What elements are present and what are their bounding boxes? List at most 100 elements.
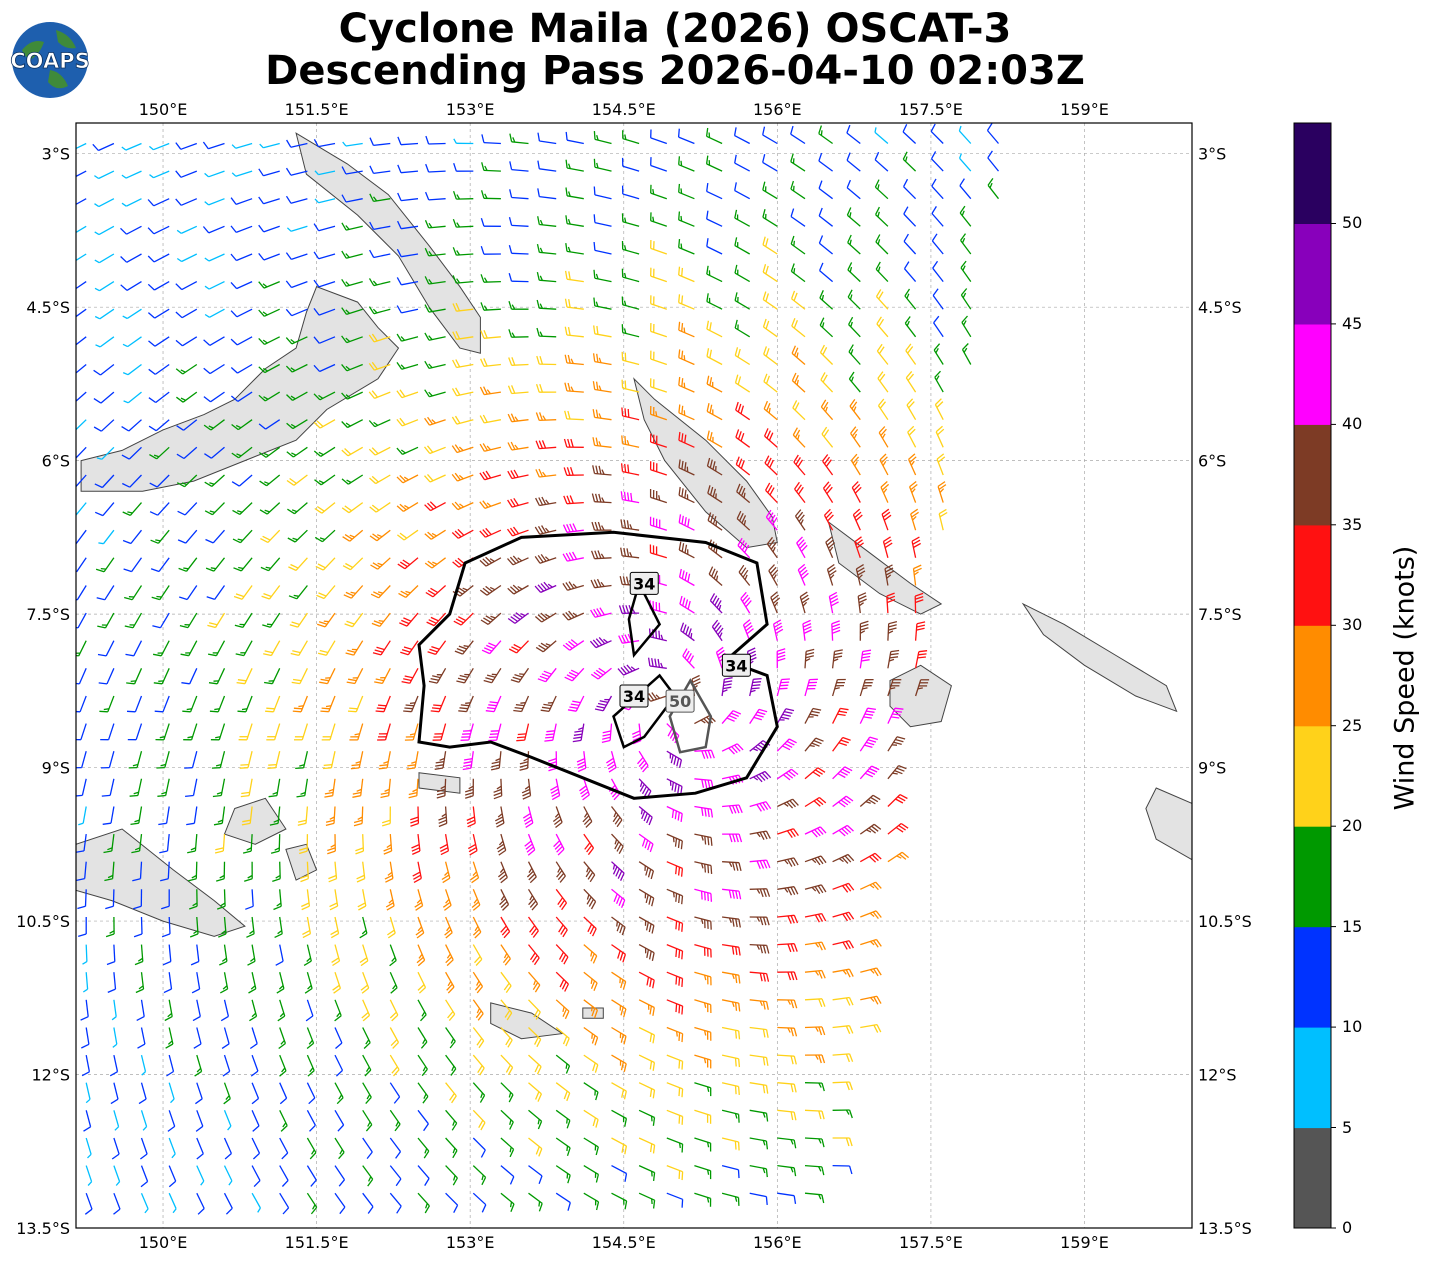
wind-barb xyxy=(593,297,612,310)
wind-barb xyxy=(124,585,143,601)
wind-barb xyxy=(507,413,529,423)
wind-barb xyxy=(880,481,890,503)
wind-barb xyxy=(396,362,419,370)
wind-barb xyxy=(481,134,501,145)
wind-barb xyxy=(851,481,862,503)
wind-barb xyxy=(650,184,668,200)
wind-barb xyxy=(565,159,584,172)
wind-barb xyxy=(537,188,557,200)
wind-barb xyxy=(230,225,253,234)
wind-barb xyxy=(804,678,818,697)
wind-barb xyxy=(451,387,474,397)
wind-barb xyxy=(263,640,281,657)
wind-barb xyxy=(182,695,198,713)
wind-barb xyxy=(147,308,170,319)
wind-barb xyxy=(797,563,809,586)
wind-barb xyxy=(239,751,253,769)
wind-barb xyxy=(123,391,142,404)
wind-barb xyxy=(231,142,253,149)
colorbar-tick-label: 25 xyxy=(1342,715,1363,735)
wind-barb xyxy=(565,215,584,227)
wind-barb xyxy=(396,502,419,512)
wind-barb xyxy=(149,474,170,488)
wind-barb xyxy=(258,336,280,345)
wind-barb xyxy=(734,264,751,283)
wind-barb xyxy=(424,529,446,540)
wind-barb xyxy=(452,247,474,256)
wind-barb xyxy=(734,319,751,338)
wind-barb xyxy=(770,591,781,614)
wind-barb xyxy=(289,612,308,628)
wind-barb xyxy=(936,453,946,476)
wind-barb xyxy=(369,193,391,203)
wind-barb xyxy=(772,619,784,641)
wind-barb xyxy=(452,331,474,340)
wind-barb xyxy=(509,161,529,172)
wind-barb xyxy=(396,305,419,314)
wind-barb xyxy=(121,446,142,460)
wind-barb xyxy=(932,288,944,310)
wind-barb xyxy=(650,239,668,255)
wind-barb xyxy=(322,751,336,770)
wind-barb xyxy=(424,276,446,285)
wind-barb xyxy=(734,154,751,172)
wind-barb xyxy=(258,252,280,261)
wind-barb xyxy=(536,243,557,255)
wind-barb xyxy=(313,251,336,260)
wind-barb xyxy=(314,198,336,204)
wind-barb xyxy=(934,398,944,420)
wind-barb xyxy=(286,474,308,486)
wind-barb xyxy=(887,649,900,669)
wind-barb xyxy=(762,318,778,338)
wind-barb xyxy=(207,612,226,629)
wind-barb xyxy=(986,123,999,144)
wind-barb xyxy=(509,189,529,200)
wind-barb xyxy=(823,508,834,531)
wind-barb xyxy=(76,225,87,234)
wind-barb xyxy=(147,225,170,235)
wind-barb xyxy=(737,537,751,559)
wind-barb xyxy=(678,349,695,366)
wind-barb xyxy=(465,778,474,799)
wind-barb xyxy=(346,668,364,685)
wind-barb xyxy=(96,446,115,460)
island-9 xyxy=(285,843,318,881)
colorbar-tick-label: 10 xyxy=(1342,1017,1363,1037)
wind-barb xyxy=(846,179,861,200)
wind-barb xyxy=(847,262,861,283)
wind-barb xyxy=(848,344,861,365)
wind-barb xyxy=(792,427,806,448)
wind-barb xyxy=(621,240,640,255)
island-10 xyxy=(418,772,461,794)
wind-barb xyxy=(933,315,944,338)
wind-barb xyxy=(621,351,640,366)
wind-barb xyxy=(666,750,683,769)
wind-barb xyxy=(536,299,557,310)
wind-barb xyxy=(912,564,922,586)
wind-barb xyxy=(590,607,612,618)
wind-barb xyxy=(877,398,889,421)
wind-barb xyxy=(887,707,904,724)
colorbar-block xyxy=(1294,424,1331,526)
wind-barb xyxy=(831,620,841,641)
wind-barb xyxy=(259,142,280,149)
wind-barb xyxy=(649,433,668,448)
wind-barb xyxy=(369,221,391,231)
wind-barb xyxy=(534,612,557,623)
wind-barb xyxy=(876,343,889,365)
wind-barb xyxy=(397,136,419,146)
wind-barb xyxy=(149,502,170,516)
wind-barb xyxy=(961,343,972,365)
wind-barb xyxy=(537,667,557,683)
wind-barb xyxy=(204,474,225,487)
wind-barb xyxy=(341,474,364,485)
wind-barb xyxy=(762,209,778,227)
wind-barb xyxy=(404,723,419,741)
wind-barb xyxy=(875,234,889,255)
wind-barb xyxy=(734,182,751,200)
wind-barb xyxy=(451,444,474,454)
wind-barb xyxy=(398,585,419,598)
wind-barb xyxy=(479,414,502,424)
wind-barb xyxy=(562,581,584,591)
wind-barb xyxy=(456,667,474,684)
